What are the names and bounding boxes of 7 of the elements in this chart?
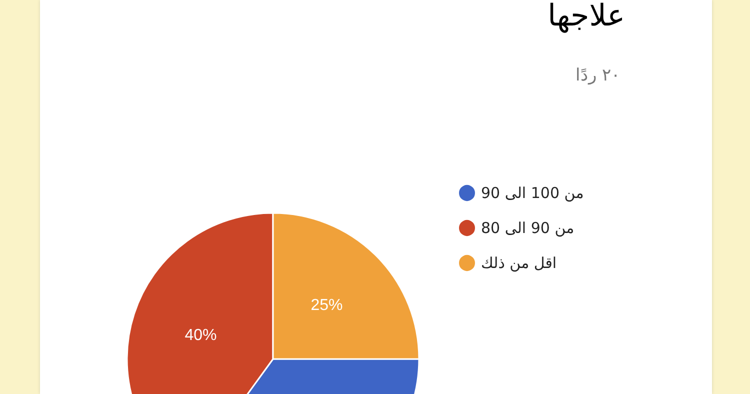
chart-title: علاجها bbox=[548, 0, 626, 34]
legend-label: من 100 الى 90 bbox=[481, 184, 584, 202]
data-label: 40% bbox=[184, 327, 217, 344]
legend-label: من 90 الى 80 bbox=[481, 219, 574, 237]
legend-label: اقل من ذلك bbox=[481, 254, 557, 272]
chart-subtitle: ٢٠ ردًا bbox=[576, 66, 620, 86]
data-label: 25% bbox=[310, 296, 343, 314]
